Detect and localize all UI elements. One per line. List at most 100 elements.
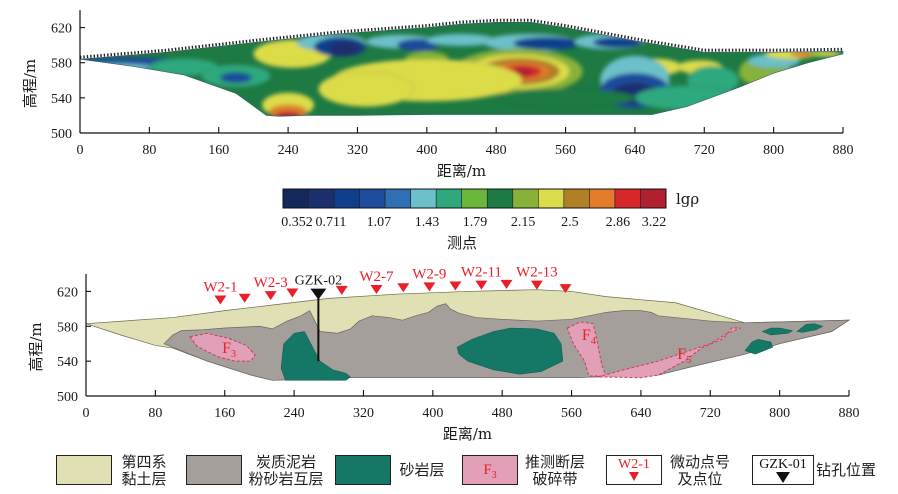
legend-label-fault: 推测断层 破碎带 — [522, 454, 588, 488]
y-tick-label: 540 — [57, 355, 78, 370]
legend-text-line: 第四系 — [121, 453, 167, 471]
station-label: W2-3 — [254, 275, 288, 291]
station-label: W2-9 — [412, 266, 446, 282]
station-triangle-icon — [475, 280, 488, 290]
layer-sandstone-body — [761, 327, 794, 336]
x-tick-label: 240 — [284, 406, 305, 421]
x-tick-label: 480 — [486, 143, 507, 158]
surface-dotted-line — [79, 18, 844, 59]
borehole-triangle-icon — [310, 288, 327, 300]
colorbar-tick-label: 2.15 — [511, 215, 536, 230]
fault-subscript: 4 — [591, 336, 596, 347]
legend-borehole-label: GZK-01 — [759, 457, 807, 472]
station-triangle-icon — [335, 285, 348, 295]
station-triangle-icon — [286, 288, 299, 298]
station-triangle-icon — [629, 472, 639, 481]
section-caption: 测点 — [447, 234, 477, 252]
y-tick-label: 580 — [51, 57, 72, 72]
contour-region — [513, 37, 584, 50]
fault-subscript: 5 — [686, 355, 691, 366]
y-tick-label: 620 — [57, 285, 78, 300]
legend-swatch-borehole: GZK-01 — [752, 455, 814, 485]
top-axes: 0 80 160 240 320 400 480 560 640 720 800 880 500 540 5… — [51, 10, 854, 158]
colorbar-tick-label: 1.07 — [367, 215, 392, 230]
colorbar: 0.352 0.711 1.07 1.43 1.79 2.15 2.5 2.86 3.22 — [281, 188, 667, 230]
contour-region — [495, 88, 636, 107]
x-tick-label: 800 — [763, 143, 784, 158]
x-tick-label: 160 — [208, 143, 229, 158]
layer-sandstone-body — [796, 323, 824, 333]
x-tick-label: 720 — [700, 406, 721, 421]
station-triangle-icon — [397, 283, 410, 293]
x-tick-label: 400 — [422, 406, 443, 421]
legend-text-line: 砂岩层 — [399, 461, 445, 479]
legend-text-line: 钻孔位置 — [816, 461, 877, 479]
colorbar-cell — [435, 188, 463, 209]
x-tick-label: 560 — [555, 143, 576, 158]
fault-zone — [597, 327, 741, 379]
x-tick-label: 80 — [148, 406, 162, 421]
top-y-axis-label: 高程/m — [21, 59, 39, 108]
legend-text-line: 粉砂岩互层 — [248, 470, 324, 488]
resistivity-section-chart: 0 80 160 240 320 400 480 560 640 720 800 880 500 540 5… — [21, 10, 854, 180]
x-tick-label: 640 — [624, 143, 645, 158]
legend-label-station: 微动点号 及点位 — [664, 454, 736, 488]
contour-region — [515, 67, 533, 76]
y-tick-label: 500 — [51, 127, 72, 142]
legend-text-line: 及点位 — [677, 470, 723, 488]
colorbar-tick-label: 2.5 — [561, 215, 579, 230]
colorbar-tick-label: 1.79 — [463, 215, 488, 230]
x-tick-label: 480 — [492, 406, 513, 421]
x-tick-label: 720 — [694, 143, 715, 158]
station-triangle-icon — [370, 285, 383, 295]
colorbar-cell — [282, 188, 309, 209]
station-triangle-icon — [530, 280, 543, 290]
colorbar-cell — [538, 188, 565, 209]
legend-text-line: 微动点号 — [669, 453, 730, 471]
bottom-y-axis-label: 高程/m — [27, 322, 45, 371]
legend-text-line: 炭质泥岩 — [255, 453, 316, 471]
x-tick-label: 800 — [769, 406, 790, 421]
layer-sandstone-body — [456, 327, 564, 375]
y-tick-label: 580 — [57, 320, 78, 335]
contour-region — [131, 74, 202, 86]
colorbar-cell — [486, 188, 514, 209]
colorbar-cell — [563, 188, 590, 209]
colorbar-frame — [282, 188, 667, 209]
legend-swatch-sandstone — [335, 455, 391, 485]
bottom-axes: 0 80 160 240 320 400 480 560 640 720 800 880 500 540 5… — [57, 274, 860, 421]
station-triangle-icon — [423, 282, 436, 292]
legend-swatch-mudstone — [186, 455, 242, 485]
colorbar-cell — [461, 188, 488, 209]
x-tick-label: 80 — [142, 143, 156, 158]
layer-sandstone-body — [744, 339, 774, 355]
x-tick-label: 240 — [278, 143, 299, 158]
surface-station-dots — [79, 18, 844, 59]
legend-label-borehole: 钻孔位置 — [816, 462, 896, 479]
fault-zone — [566, 321, 607, 377]
contour-region — [318, 71, 415, 107]
x-tick-label: 0 — [77, 143, 84, 158]
legend-label-mudstone: 炭质泥岩 粉砂岩互层 — [244, 454, 328, 488]
y-tick-label: 500 — [57, 390, 78, 405]
station-triangle-icon — [449, 281, 462, 291]
colorbar-tick-label: 3.22 — [642, 215, 667, 230]
x-tick-label: 320 — [353, 406, 374, 421]
fault-letter: F — [483, 462, 492, 478]
colorbar-tick-label: 1.43 — [415, 215, 440, 230]
colorbar-cell — [512, 188, 539, 209]
contour-region — [328, 41, 361, 56]
borehole: GZK-02 — [295, 274, 342, 362]
borehole-label: GZK-02 — [295, 274, 342, 289]
legend-swatch-clay — [56, 455, 112, 485]
colorbar-cell — [359, 188, 386, 209]
y-tick-label: 620 — [51, 22, 72, 37]
colorbar-cell — [333, 188, 360, 209]
x-tick-label: 160 — [214, 406, 235, 421]
top-x-axis-label: 距离/m — [437, 162, 486, 180]
x-tick-label: 560 — [561, 406, 582, 421]
station-triangle-icon — [500, 279, 513, 289]
x-tick-label: 640 — [630, 406, 651, 421]
colorbar-tick-label: 0.352 — [281, 215, 313, 230]
legend-swatch-fault: F3 — [462, 455, 518, 485]
